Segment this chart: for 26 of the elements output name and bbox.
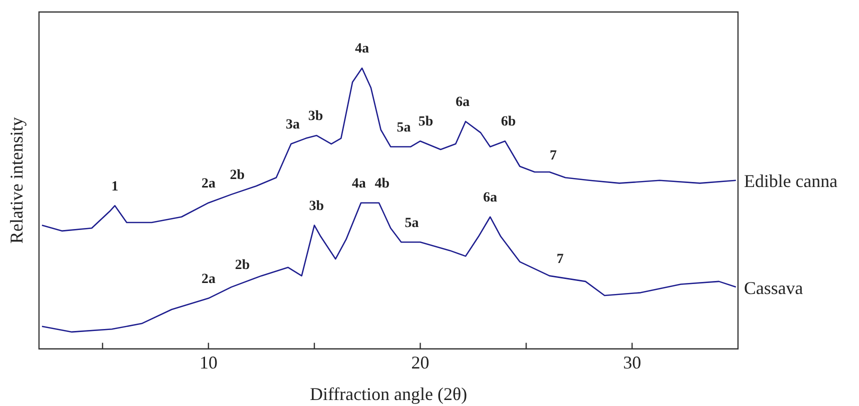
annotation: 5a: [404, 216, 419, 231]
annotation: 3a: [286, 118, 300, 133]
annotation: 1: [111, 179, 118, 194]
annotation: 7: [550, 148, 557, 164]
annotation: 4a: [355, 42, 370, 57]
annotation: 4b: [374, 176, 390, 192]
series-label: Edible canna: [744, 171, 838, 192]
annotation: 2b: [234, 258, 250, 273]
y-axis-title: Relative intensity: [6, 117, 27, 244]
annotation: 3b: [308, 109, 324, 124]
annotation: 2a: [201, 272, 216, 287]
annotation: 6b: [500, 114, 516, 130]
annotation: 3b: [309, 198, 324, 214]
annotation: 6a: [456, 95, 470, 110]
annotation: 5b: [418, 114, 434, 130]
x-tick-label: 20: [411, 352, 430, 372]
x-tick-label: 30: [623, 352, 642, 372]
annotation: 4a: [352, 176, 366, 192]
annotation: 6a: [483, 190, 498, 206]
annotation: 7: [556, 252, 564, 268]
annotation: 5a: [396, 120, 411, 136]
series-label: Cassava: [744, 278, 803, 298]
annotation: 2b: [230, 168, 245, 184]
x-tick-label: 10: [199, 352, 218, 372]
x-axis-title: Diffraction angle (2θ): [310, 384, 468, 404]
annotation: 2a: [201, 176, 216, 192]
